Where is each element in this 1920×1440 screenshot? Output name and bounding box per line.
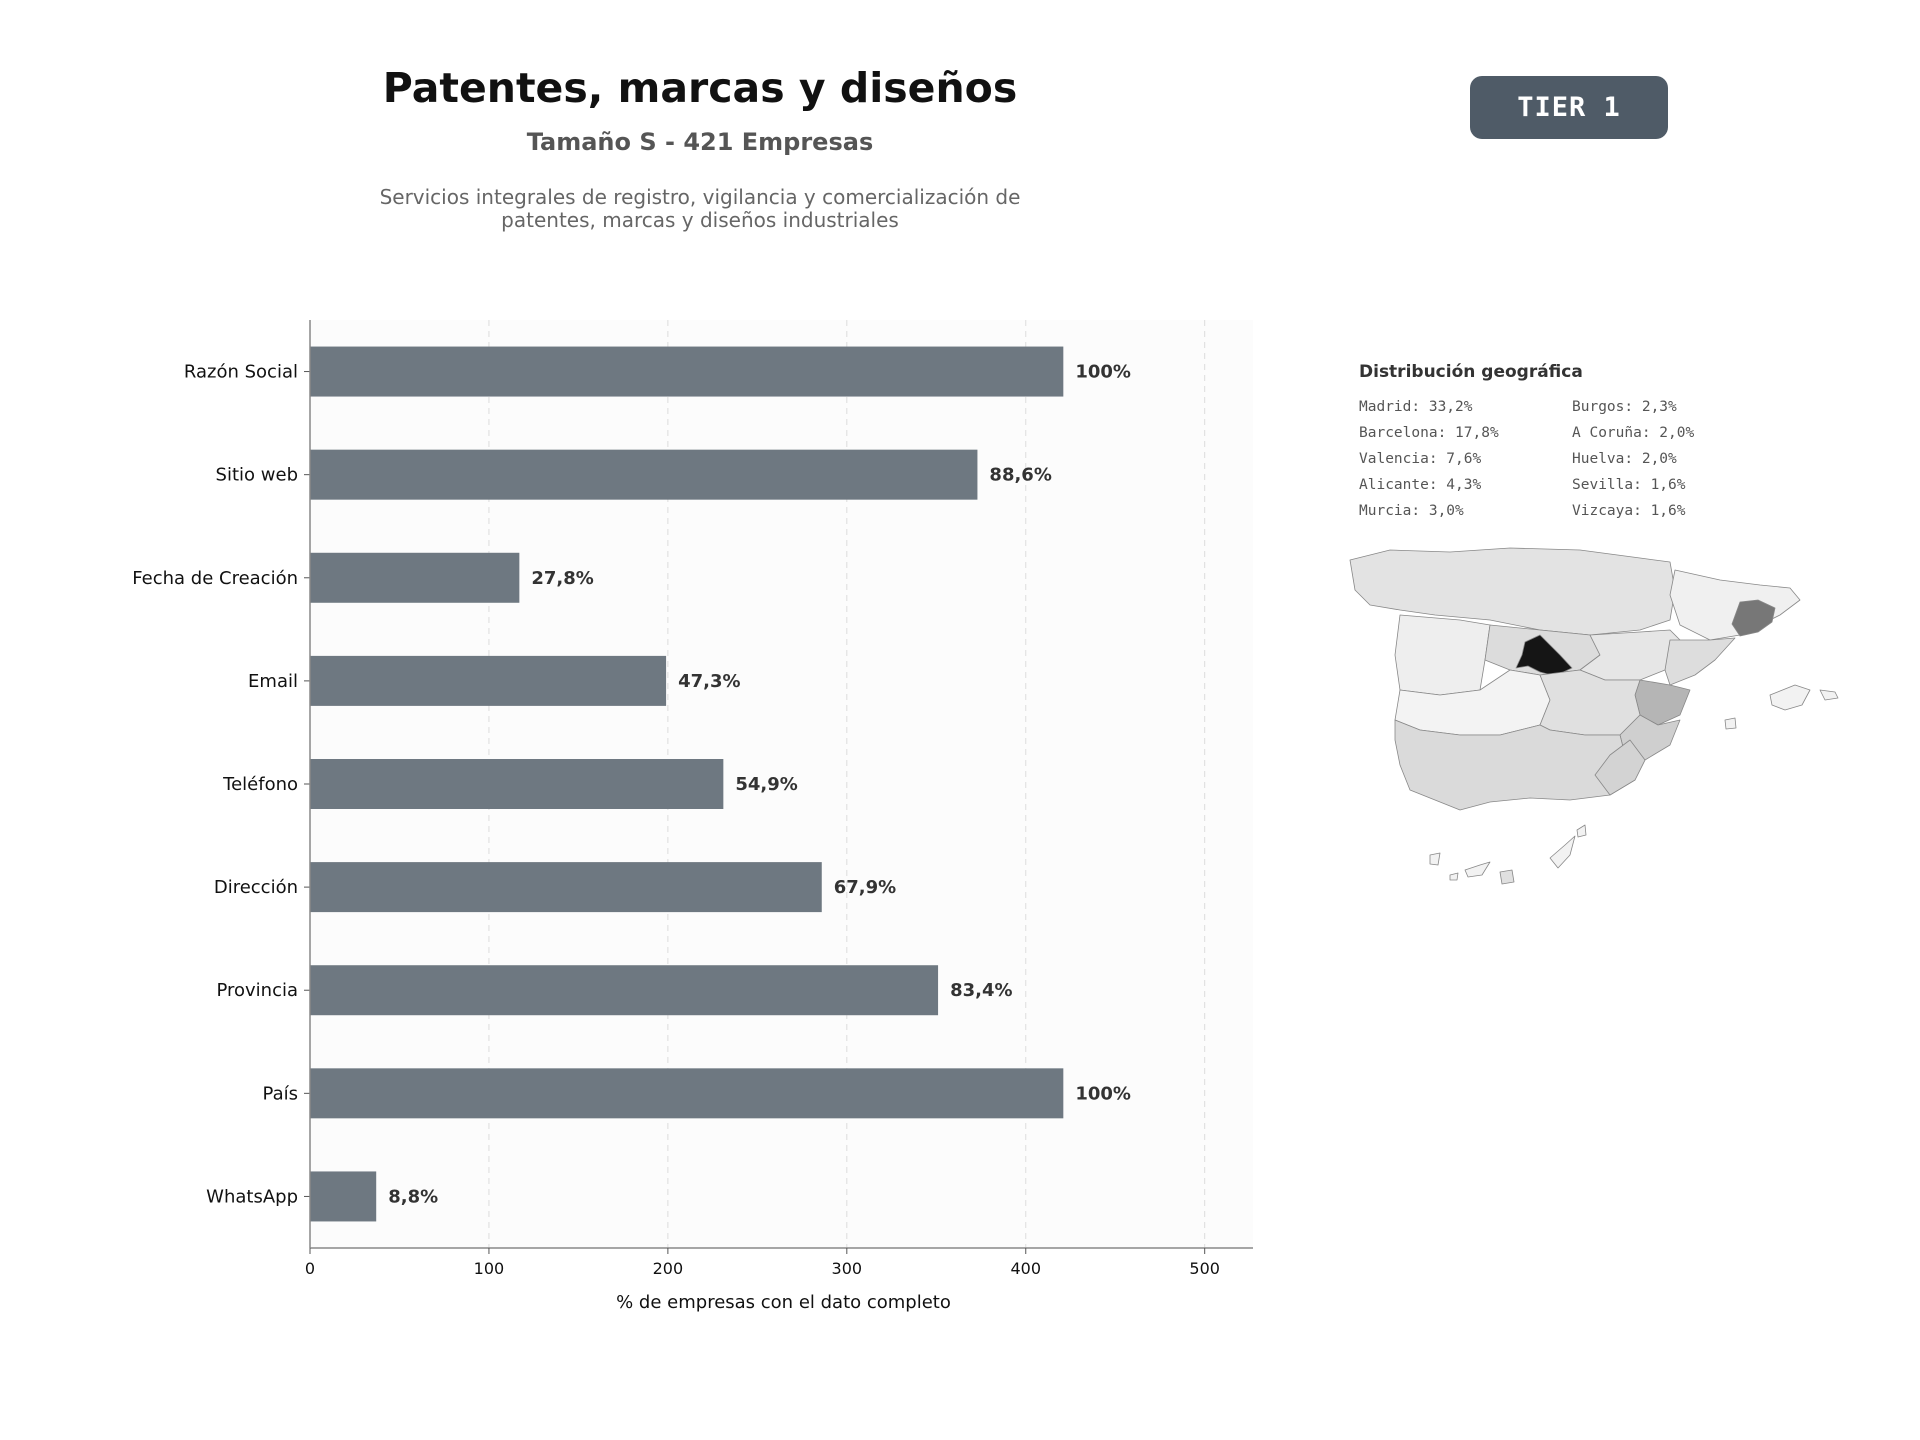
category-label: Provincia [216,980,298,1001]
page-subtitle: Tamaño S - 421 Empresas [526,128,874,156]
map-region [1349,547,1676,636]
map-region [1539,669,1641,736]
bar [310,862,822,913]
map-region [1464,861,1491,878]
x-tick-label: 200 [653,1259,684,1278]
data-label: 8,8% [388,1186,438,1207]
map-region [1664,637,1736,686]
map-region [1669,569,1801,641]
bar [310,655,667,706]
geo-entry: Vizcaya: 1,6% [1572,503,1686,519]
x-tick-label: 100 [474,1259,505,1278]
geo-entry: Alicante: 4,3% [1359,477,1482,493]
bar [310,552,520,603]
data-label: 67,9% [834,877,896,898]
data-label: 47,3% [678,671,740,692]
geo-entry: Murcia: 3,0% [1359,503,1464,519]
description-line-1: Servicios integrales de registro, vigila… [379,185,1021,209]
map-region [1429,852,1441,866]
map-region [1594,739,1646,796]
bar-chart: 100% Razón Social 88,6% Sitio web 27,8% Fecha… [132,320,1253,1313]
category-label: Dirección [214,877,298,898]
map-region [1549,835,1576,869]
geo-distribution-list: Madrid: 33,2% Burgos: 2,3% Barcelona: 17… [1359,398,1779,520]
map-region [1819,689,1839,701]
geo-entry: Valencia: 7,6% [1359,451,1482,467]
bar [310,1171,377,1222]
geo-entry: A Coruña: 2,0% [1572,425,1695,441]
x-tick-label: 400 [1010,1259,1041,1278]
bar [310,759,724,809]
map-region [1394,614,1491,696]
description-line-2: patentes, marcas y diseños industriales [501,208,899,232]
spain-map [1349,547,1839,885]
data-label: 83,4% [950,980,1012,1001]
map-region [1724,717,1737,730]
tier-badge: TIER 1 [1470,76,1668,139]
map-region-barcelona [1731,599,1776,637]
geo-distribution-title: Distribución geográfica [1359,362,1583,382]
category-label: Razón Social [184,362,298,383]
geo-entry: Huelva: 2,0% [1572,451,1677,467]
geo-entry: Burgos: 2,3% [1572,399,1677,415]
category-label: Fecha de Creación [132,568,298,589]
category-label: Sitio web [216,465,298,486]
geo-entry: Barcelona: 17,8% [1359,425,1499,441]
bar [310,449,978,500]
bar [310,965,939,1016]
data-label: 100% [1075,362,1131,383]
data-label: 27,8% [531,568,593,589]
page-description: Servicios integrales de registro, vigila… [300,186,1100,232]
x-tick-label: 300 [832,1259,863,1278]
page-title: Patentes, marcas y diseños [382,64,1018,112]
data-label: 100% [1075,1083,1131,1104]
bar [310,346,1064,397]
category-label: Email [248,671,298,692]
x-axis-label: % de empresas con el dato completo [616,1292,951,1313]
geo-entry: Sevilla: 1,6% [1572,477,1686,493]
data-label: 88,6% [989,465,1051,486]
category-label: País [263,1083,298,1104]
bar [310,1068,1064,1119]
category-label: Teléfono [222,774,298,795]
x-tick-label: 0 [305,1259,315,1278]
map-region [1499,869,1515,885]
x-tick-label: 500 [1189,1259,1220,1278]
map-region [1579,629,1681,681]
map-region [1449,872,1459,881]
map-region [1576,824,1587,838]
geo-entry: Madrid: 33,2% [1359,399,1473,415]
map-region [1769,684,1811,711]
category-label: WhatsApp [206,1186,298,1207]
data-label: 54,9% [735,774,797,795]
